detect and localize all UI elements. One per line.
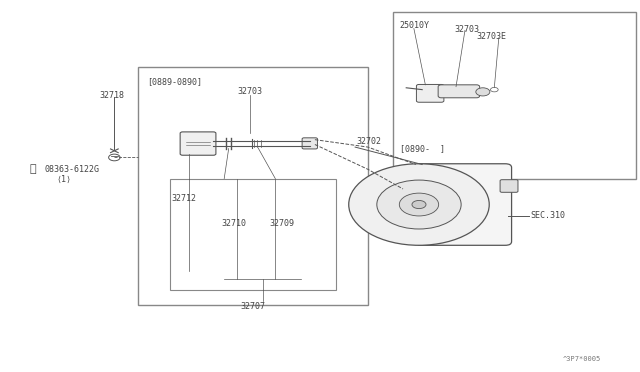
Text: 08363-6122G: 08363-6122G [44, 165, 99, 174]
Text: 32707: 32707 [240, 302, 265, 311]
FancyBboxPatch shape [417, 84, 444, 102]
FancyBboxPatch shape [416, 164, 511, 245]
Text: 32703: 32703 [454, 25, 479, 34]
Circle shape [349, 164, 489, 245]
FancyBboxPatch shape [438, 85, 479, 98]
Circle shape [377, 180, 461, 229]
Bar [170, 179, 336, 290]
Circle shape [476, 88, 490, 96]
Text: 32702: 32702 [356, 137, 381, 146]
Bar [394, 12, 636, 179]
Text: 32710: 32710 [221, 219, 246, 228]
Circle shape [412, 201, 426, 209]
FancyBboxPatch shape [180, 132, 216, 155]
Text: ^3P7*0005: ^3P7*0005 [563, 356, 601, 362]
FancyBboxPatch shape [302, 138, 317, 149]
Bar [138, 67, 368, 305]
Text: SEC.310: SEC.310 [531, 211, 566, 220]
Text: 32718: 32718 [100, 91, 125, 100]
Text: [0890-  ]: [0890- ] [400, 144, 445, 153]
Text: 32712: 32712 [172, 195, 197, 203]
Text: [0889-0890]: [0889-0890] [148, 77, 203, 86]
Text: 32703: 32703 [237, 87, 262, 96]
Text: Ⓢ: Ⓢ [29, 164, 36, 174]
Text: 25010Y: 25010Y [400, 21, 430, 30]
Circle shape [399, 193, 438, 216]
Text: ⟨1⟩: ⟨1⟩ [56, 175, 71, 184]
FancyBboxPatch shape [500, 180, 518, 192]
Text: 32709: 32709 [269, 219, 294, 228]
Text: 32703E: 32703E [476, 32, 506, 41]
